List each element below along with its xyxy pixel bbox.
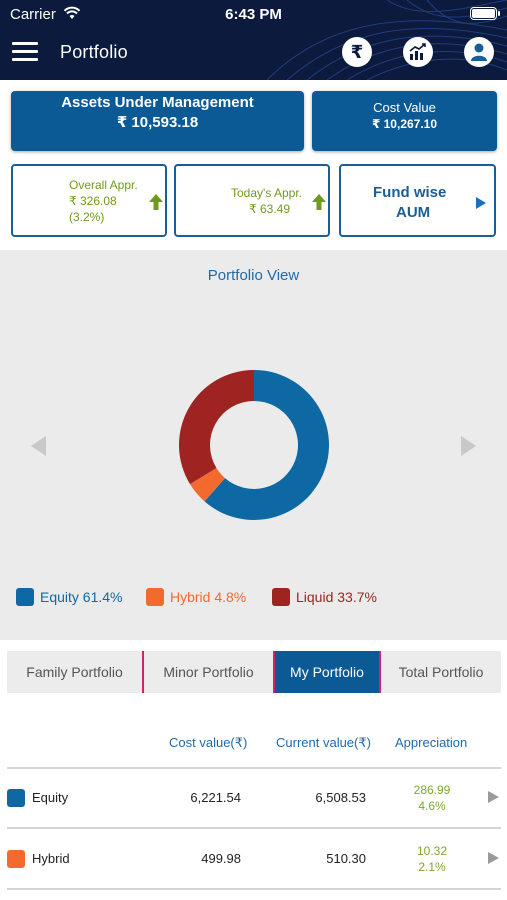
row-arrow-icon[interactable] bbox=[488, 791, 499, 803]
divider bbox=[7, 888, 501, 890]
cost-value-title: Cost Value bbox=[373, 100, 436, 115]
legend-swatch bbox=[272, 588, 290, 606]
portfolio-view-panel: Portfolio View Equity 61.4% Hybrid 4.8% … bbox=[0, 250, 507, 640]
column-header-cost: Cost value(₹) bbox=[169, 735, 248, 750]
row-current-value: 6,508.53 bbox=[315, 790, 366, 805]
fund-wise-aum-button[interactable]: Fund wise AUM bbox=[339, 164, 496, 237]
row-color-swatch bbox=[7, 789, 25, 807]
legend-label: Liquid 33.7% bbox=[296, 589, 377, 605]
up-arrow-icon bbox=[149, 194, 163, 210]
legend-item-hybrid: Hybrid 4.8% bbox=[146, 588, 246, 606]
previous-arrow-icon[interactable] bbox=[31, 436, 46, 456]
tab-family-portfolio[interactable]: Family Portfolio bbox=[7, 651, 142, 693]
cost-value-card: Cost Value ₹ 10,267.10 bbox=[312, 91, 497, 151]
overall-appr-label: Overall Appr. bbox=[69, 178, 138, 192]
carrier-label: Carrier bbox=[10, 6, 56, 23]
battery-icon bbox=[470, 7, 500, 20]
row-arrow-icon[interactable] bbox=[488, 852, 499, 864]
growth-chart-icon[interactable] bbox=[403, 37, 433, 67]
play-arrow-icon bbox=[476, 197, 486, 209]
tab-minor-portfolio[interactable]: Minor Portfolio bbox=[144, 651, 273, 693]
divider bbox=[7, 767, 501, 769]
donut-slice-hybrid bbox=[190, 467, 225, 502]
user-profile-icon[interactable] bbox=[464, 37, 494, 67]
chart-legend: Equity 61.4% Hybrid 4.8% Liquid 33.7% bbox=[0, 588, 507, 608]
column-header-current: Current value(₹) bbox=[276, 735, 371, 750]
tab-total-portfolio[interactable]: Total Portfolio bbox=[381, 651, 501, 693]
status-time: 6:43 PM bbox=[225, 6, 282, 23]
row-color-swatch bbox=[7, 850, 25, 868]
cost-value-amount: ₹ 10,267.10 bbox=[371, 117, 438, 131]
legend-swatch bbox=[16, 588, 34, 606]
row-appreciation: 10.32 2.1% bbox=[392, 843, 472, 875]
nav-bar: Portfolio ₹ bbox=[0, 30, 507, 76]
overall-appr-value: ₹ 326.08 bbox=[69, 194, 117, 208]
row-appreciation-value: 10.32 bbox=[416, 844, 448, 858]
legend-label: Equity 61.4% bbox=[40, 589, 123, 605]
row-asset-name: Hybrid bbox=[32, 851, 70, 866]
table-row[interactable]: Equity 6,221.54 6,508.53 286.99 4.6% bbox=[0, 768, 507, 828]
rupee-icon[interactable]: ₹ bbox=[342, 37, 372, 67]
donut-slice-liquid bbox=[179, 370, 254, 485]
column-header-appreciation: Appreciation bbox=[395, 735, 468, 750]
row-current-value: 510.30 bbox=[326, 851, 366, 866]
row-cost-value: 6,221.54 bbox=[190, 790, 241, 805]
today-appr-value: ₹ 63.49 bbox=[249, 202, 290, 216]
overall-appreciation-card[interactable]: Overall Appr. ₹ 326.08 (3.2%) bbox=[11, 164, 167, 237]
portfolio-tabs: Family Portfolio Minor Portfolio My Port… bbox=[7, 651, 501, 693]
legend-item-liquid: Liquid 33.7% bbox=[272, 588, 377, 606]
row-appreciation-value: 286.99 bbox=[413, 783, 451, 797]
up-arrow-icon bbox=[312, 194, 326, 210]
row-appreciation-pct: 4.6% bbox=[418, 799, 446, 813]
tab-separator bbox=[273, 651, 275, 693]
wifi-icon bbox=[63, 6, 81, 19]
status-bar: Carrier 6:43 PM bbox=[0, 0, 507, 28]
tab-separator bbox=[379, 651, 381, 693]
row-appreciation-pct: 2.1% bbox=[418, 860, 446, 874]
page-title: Portfolio bbox=[60, 42, 128, 62]
portfolio-donut-chart bbox=[179, 370, 329, 520]
aum-card: Assets Under Management ₹ 10,593.18 bbox=[11, 91, 304, 151]
portfolio-view-title: Portfolio View bbox=[207, 267, 300, 284]
app-header: Carrier 6:43 PM Portfolio ₹ bbox=[0, 0, 507, 80]
divider bbox=[7, 827, 501, 829]
row-asset-name: Equity bbox=[32, 790, 69, 805]
aum-title: Assets Under Management bbox=[61, 94, 254, 111]
next-arrow-icon[interactable] bbox=[461, 436, 476, 456]
row-appreciation: 286.99 4.6% bbox=[392, 782, 472, 814]
today-appreciation-card[interactable]: Today's Appr. ₹ 63.49 bbox=[174, 164, 330, 237]
row-cost-value: 499.98 bbox=[201, 851, 241, 866]
aum-value: ₹ 10,593.18 bbox=[116, 114, 199, 131]
today-appr-label: Today's Appr. bbox=[231, 186, 303, 200]
menu-icon[interactable] bbox=[12, 40, 38, 62]
legend-swatch bbox=[146, 588, 164, 606]
donut-slice-equity bbox=[204, 370, 329, 520]
overall-appr-pct: (3.2%) bbox=[69, 210, 105, 224]
legend-label: Hybrid 4.8% bbox=[170, 589, 247, 605]
legend-item-equity: Equity 61.4% bbox=[16, 588, 123, 606]
table-header: Cost value(₹) Current value(₹) Appreciat… bbox=[0, 735, 507, 753]
fund-wise-label: Fund wise bbox=[373, 184, 447, 201]
tab-my-portfolio[interactable]: My Portfolio bbox=[275, 651, 379, 693]
table-row[interactable]: Hybrid 499.98 510.30 10.32 2.1% bbox=[0, 829, 507, 889]
fund-wise-aum-label: AUM bbox=[396, 204, 431, 221]
tab-separator bbox=[142, 651, 144, 693]
